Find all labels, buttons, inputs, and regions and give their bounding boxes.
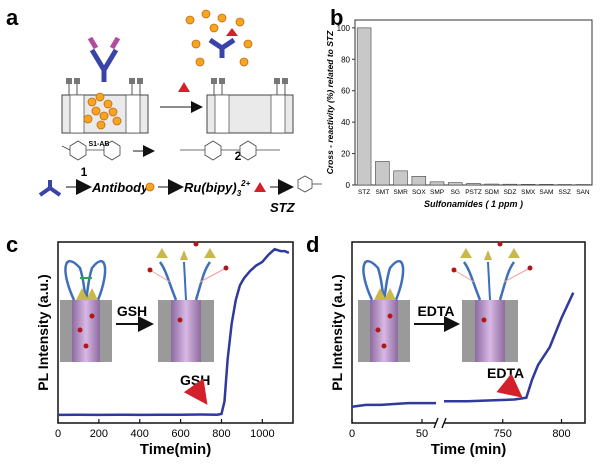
chart-d-xtick-label: 50 <box>416 428 428 440</box>
chart-b-category-label: SSZ <box>558 189 571 196</box>
chart-b-category-label: SMT <box>375 189 389 196</box>
inset-d-after <box>452 242 533 363</box>
chart-b-category-label: STZ <box>358 189 370 196</box>
chart-c-xtick-label: 1000 <box>250 428 274 440</box>
edta-step-label: EDTA <box>417 303 454 319</box>
chart-c-xtick-label: 800 <box>212 428 230 440</box>
chart-d-xlabel: Time (min) <box>431 441 507 458</box>
chart-c-xtick-label: 0 <box>55 428 61 440</box>
legend-ru-complex: Ru(bipy)32+ <box>184 179 251 198</box>
gsh-arrow-label: GSH <box>180 372 210 388</box>
chart-b-bar <box>394 171 408 185</box>
legend-stz: STZ <box>270 200 296 215</box>
inset-c-before <box>60 261 112 362</box>
panel-d: d 0 50 750 800 Time (min) PL Intensity (a.u.)… <box>306 232 585 458</box>
chart-b-category-label: SDZ <box>503 189 516 196</box>
chart-b-category-label: SDM <box>485 189 499 196</box>
chart-b-ytick-label: 40 <box>341 118 350 127</box>
edta-arrow-label: EDTA <box>487 365 524 381</box>
chart-c-ylabel: PL Intensity (a.u.) <box>35 274 51 390</box>
mesoporous-support-loaded: S1-AB <box>62 38 148 148</box>
chart-d-xtick-label: 0 <box>349 428 355 440</box>
chart-b-category-label: SMR <box>393 189 408 196</box>
compound-1-label: 1 <box>81 165 88 179</box>
panel-d-label: d <box>306 232 319 257</box>
gsh-step-label: GSH <box>117 303 147 319</box>
chart-c-xtick-label: 400 <box>131 428 149 440</box>
chart-b-ytick-label: 100 <box>337 24 351 33</box>
panel-c-label: c <box>6 232 18 257</box>
chart-d-xtick-label: 800 <box>552 428 570 440</box>
chart-b-category-label: PSTZ <box>465 189 482 196</box>
panel-a: a S1-AB <box>6 5 322 215</box>
stz-triangle-icon <box>178 82 190 92</box>
dye-sphere-icon <box>146 183 154 191</box>
inset-c-after <box>148 242 229 363</box>
chart-b-xlabel: Sulfonamides ( 1 ppm ) <box>424 199 523 209</box>
chart-b-category-label: SG <box>451 189 460 196</box>
chart-b-ytick-label: 80 <box>341 55 350 64</box>
chart-b-bar <box>485 184 499 185</box>
legend-antibody: Antibody <box>91 180 149 195</box>
chart-b-ytick-label: 20 <box>341 150 350 159</box>
chart-b-bar <box>448 183 462 185</box>
chart-b-category-label: SAN <box>576 189 590 196</box>
chart-c-xtick-label: 200 <box>90 428 108 440</box>
chart-b-bar <box>375 161 389 185</box>
chart-b-bar <box>539 184 553 185</box>
chart-b-ylabel: Cross - reactivity (%) related to STZ <box>325 30 335 174</box>
chart-b-bar <box>357 28 371 185</box>
gsh-arrow <box>197 390 204 400</box>
legend-triangle-icon <box>254 182 266 192</box>
chart-b-category-label: SAM <box>539 189 553 196</box>
chart-c-xlabel: Time(min) <box>140 441 211 458</box>
chart-b-frame <box>355 20 592 185</box>
molecule-2-structure <box>180 141 280 160</box>
chart-d-series-line <box>352 403 436 407</box>
chart-b-category-label: SMX <box>521 189 536 196</box>
chart-b-bar <box>521 184 535 185</box>
compound-2-label: 2 <box>235 149 242 163</box>
mesoporous-support-released: 2 <box>186 10 293 163</box>
chart-b-category-label: SOX <box>412 189 426 196</box>
inset-d-before <box>358 261 410 362</box>
scheme-legend: Antibody Ru(bipy)32+ STZ <box>40 176 322 215</box>
chart-b-bar <box>412 176 426 185</box>
chart-b-ytick-label: 60 <box>341 87 350 96</box>
panel-c: c 0 200 400 600 800 1000 Time(min) PL Intensity… <box>6 232 293 458</box>
chart-b-category-label: SMP <box>430 189 444 196</box>
chart-b-ytick-label: 0 <box>346 181 351 190</box>
antibody-icon <box>40 180 60 195</box>
chart-b-bar <box>503 184 517 185</box>
chart-c-xtick-label: 600 <box>171 428 189 440</box>
panel-a-label: a <box>6 5 19 30</box>
chart-d-ylabel: PL Intensity (a.u.) <box>329 274 345 390</box>
chart-b-bar <box>467 183 481 185</box>
chart-b-bar <box>430 182 444 185</box>
chart-d-xtick-label: 750 <box>494 428 512 440</box>
edta-arrow <box>508 386 518 394</box>
